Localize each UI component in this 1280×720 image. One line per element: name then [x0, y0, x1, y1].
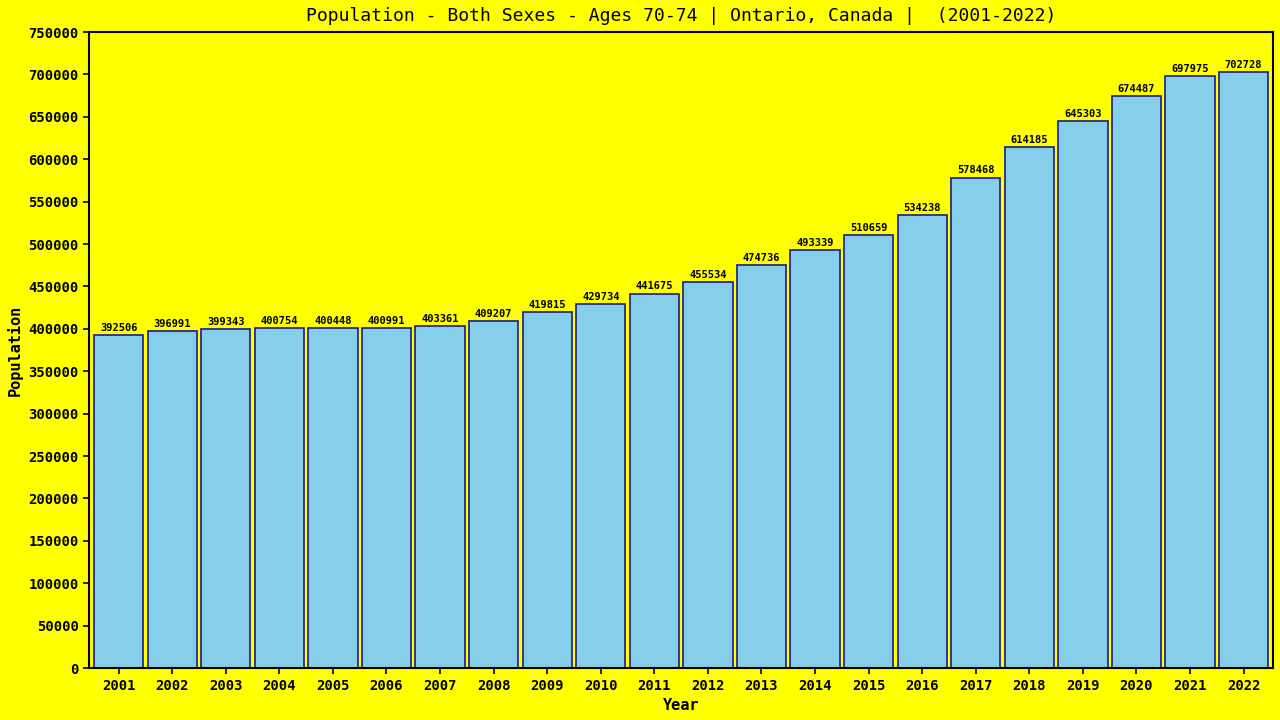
Bar — [1112, 96, 1161, 668]
Bar — [147, 331, 197, 668]
Bar — [416, 326, 465, 668]
Text: 400754: 400754 — [261, 316, 298, 326]
Text: 697975: 697975 — [1171, 64, 1208, 74]
Text: 400991: 400991 — [367, 316, 406, 326]
Bar — [522, 312, 572, 668]
Bar — [201, 330, 251, 668]
Bar — [576, 304, 626, 668]
Text: 510659: 510659 — [850, 223, 887, 233]
Text: 614185: 614185 — [1011, 135, 1048, 145]
Bar — [308, 328, 357, 668]
Bar — [844, 235, 893, 668]
Bar — [790, 250, 840, 668]
Bar — [737, 266, 786, 668]
Bar — [1005, 147, 1053, 668]
Bar — [897, 215, 947, 668]
Bar — [684, 282, 732, 668]
Text: 455534: 455534 — [689, 270, 727, 279]
Text: 702728: 702728 — [1225, 60, 1262, 70]
Bar — [468, 321, 518, 668]
Text: 674487: 674487 — [1117, 84, 1156, 94]
Bar — [1219, 72, 1268, 668]
Bar — [951, 178, 1001, 668]
Bar — [255, 328, 303, 668]
Y-axis label: Population: Population — [6, 305, 23, 396]
Bar — [1059, 121, 1107, 668]
Text: 392506: 392506 — [100, 323, 137, 333]
Bar — [93, 336, 143, 668]
Text: 645303: 645303 — [1064, 109, 1102, 119]
Text: 419815: 419815 — [529, 300, 566, 310]
Text: 441675: 441675 — [636, 282, 673, 292]
Text: 409207: 409207 — [475, 309, 512, 319]
Text: 399343: 399343 — [207, 318, 244, 328]
Text: 403361: 403361 — [421, 314, 458, 324]
X-axis label: Year: Year — [663, 698, 699, 713]
Text: 474736: 474736 — [742, 253, 781, 264]
Text: 429734: 429734 — [582, 292, 620, 302]
Text: 493339: 493339 — [796, 238, 833, 248]
Bar — [630, 294, 678, 668]
Bar — [362, 328, 411, 668]
Text: 578468: 578468 — [957, 166, 995, 176]
Text: 534238: 534238 — [904, 203, 941, 213]
Text: 396991: 396991 — [154, 319, 191, 329]
Bar — [1165, 76, 1215, 668]
Title: Population - Both Sexes - Ages 70-74 | Ontario, Canada |  (2001-2022): Population - Both Sexes - Ages 70-74 | O… — [306, 7, 1056, 25]
Text: 400448: 400448 — [314, 316, 352, 326]
